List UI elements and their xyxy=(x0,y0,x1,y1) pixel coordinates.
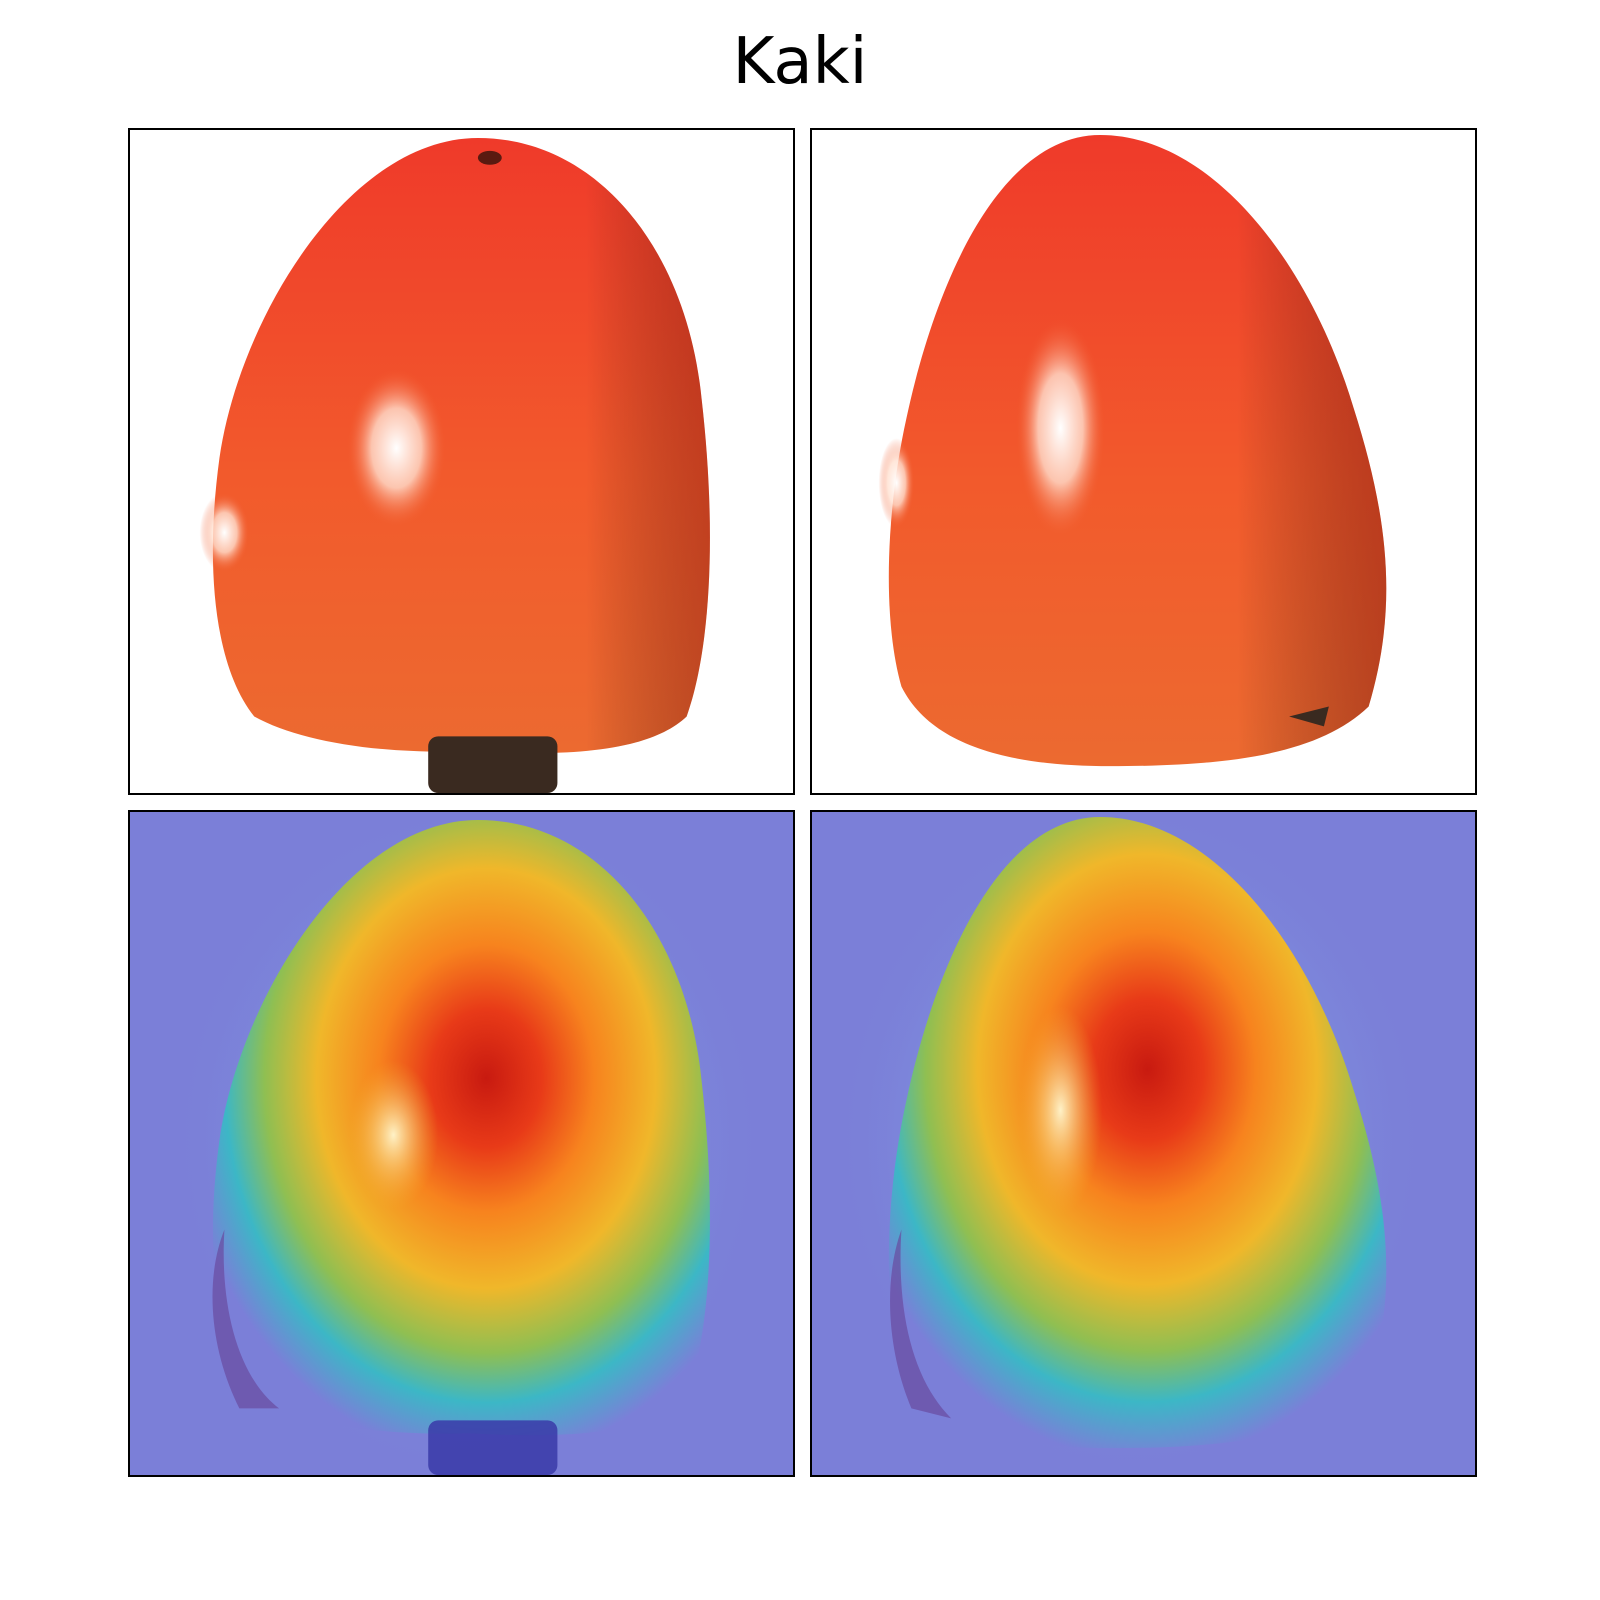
heatmap-panel-right xyxy=(810,810,1477,1477)
highlight xyxy=(1015,318,1106,538)
figure-title: Kaki xyxy=(732,25,868,99)
persimmon-photo-right xyxy=(812,130,1475,793)
stem xyxy=(428,736,558,793)
heatmap-overlay-right xyxy=(812,812,1475,1475)
heatmap-panel-left xyxy=(128,810,795,1477)
highlight xyxy=(346,368,447,528)
heatmap-overlay-left xyxy=(130,812,793,1475)
persimmon-photo-left xyxy=(130,130,793,793)
photo-panel-left xyxy=(128,128,795,795)
photo-panel-right xyxy=(810,128,1477,795)
